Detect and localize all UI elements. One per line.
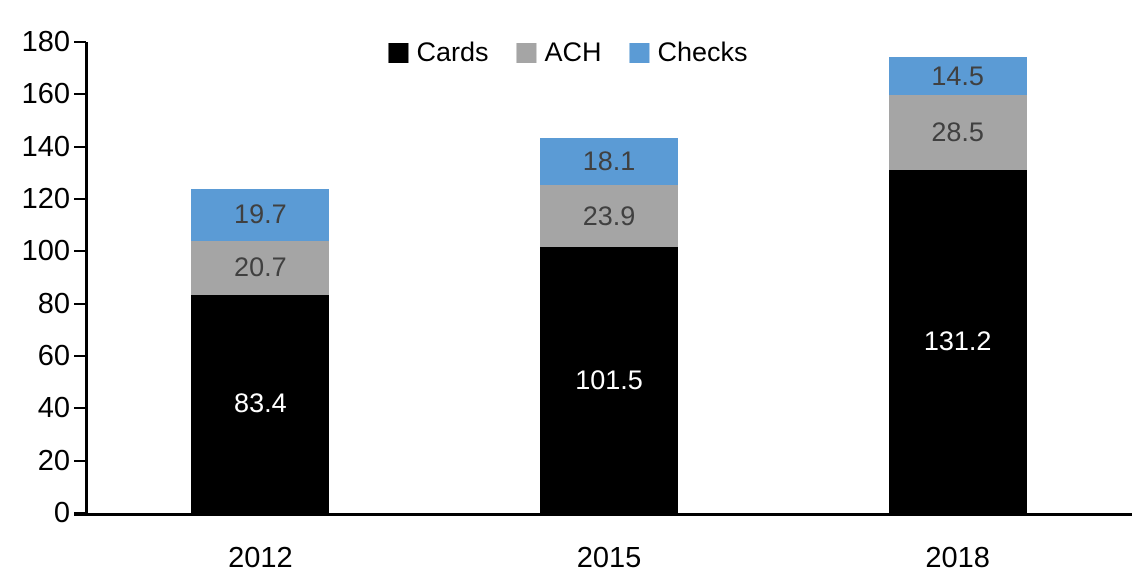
y-tick-label-60: 60 [37,340,70,372]
legend-label-ach: ACH [544,37,602,67]
x-tick-label-2015: 2015 [576,542,642,574]
y-tick-label-180: 180 [21,26,70,58]
legend-item-ach: ACH [516,37,602,68]
legend-item-checks: Checks [629,37,748,68]
y-tick-label-80: 80 [37,287,70,320]
y-tick-120 [74,198,86,200]
y-tick-label-0: 0 [53,497,70,529]
y-tick-40 [74,407,86,410]
legend-marker-cards-icon [388,42,409,63]
y-tick-100 [74,250,86,253]
legend-marker-ach-icon [516,42,537,63]
x-axis-line [74,513,1132,516]
bar-segment-ach-2012: 20.7 [191,240,330,295]
y-tick-160 [74,93,86,96]
bar-value-label-checks-2015: 18.1 [582,145,636,176]
y-tick-180 [74,41,86,43]
y-tick-label-100: 100 [21,235,70,268]
y-tick-label-120: 120 [21,183,70,215]
x-tick-label-2018: 2018 [925,542,990,574]
bar-segment-cards-2015: 101.5 [540,247,678,513]
bar-segment-checks-2018: 14.5 [888,57,1027,96]
bar-segment-ach-2015: 23.9 [540,184,678,248]
y-tick-80 [74,302,86,305]
legend-item-cards: Cards [388,37,488,68]
x-tick-label-2012: 2012 [228,542,293,574]
y-axis-line [85,42,88,516]
bar-value-label-cards-2015: 101.5 [575,364,643,395]
bar-value-label-cards-2018: 131.2 [923,325,992,356]
y-tick-label-20: 20 [37,444,70,477]
bar-value-label-ach-2018: 28.5 [931,116,984,147]
y-tick-20 [74,459,86,462]
bar-segment-ach-2018: 28.5 [888,95,1027,170]
y-tick-label-40: 40 [37,392,70,425]
bar-segment-cards-2012: 83.4 [191,294,330,513]
legend-label-cards: Cards [416,37,489,67]
bar-value-label-checks-2018: 14.5 [931,60,984,91]
bar-segment-checks-2012: 19.7 [191,189,330,241]
bar-value-label-cards-2012: 83.4 [234,388,287,419]
y-tick-label-140: 140 [21,130,70,163]
bar-value-label-ach-2015: 23.9 [582,200,636,231]
legend-label-checks: Checks [657,37,748,67]
bar-value-label-ach-2012: 20.7 [234,252,287,283]
y-tick-140 [74,145,86,148]
y-tick-label-160: 160 [21,78,70,111]
chart-legend: Cards ACH Checks [388,37,748,68]
legend-marker-checks-icon [629,42,650,63]
bar-segment-checks-2015: 18.1 [540,137,678,185]
bar-segment-cards-2018: 131.2 [888,169,1027,513]
bar-value-label-checks-2012: 19.7 [234,199,287,230]
y-tick-60 [74,355,86,357]
